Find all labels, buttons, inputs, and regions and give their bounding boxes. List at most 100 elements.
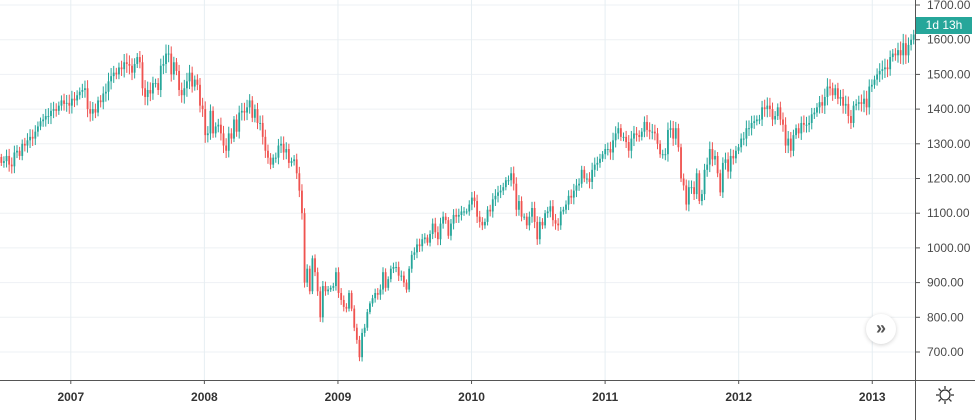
candle-body: [680, 147, 682, 179]
candle-body: [617, 128, 620, 134]
candle-down: [627, 135, 630, 158]
candle-body: [520, 201, 523, 217]
candle-up: [721, 157, 724, 198]
candle-body: [191, 72, 194, 87]
grid: [0, 0, 915, 380]
y-tick-label: 1000.00: [927, 241, 971, 255]
double-chevron-right-icon: »: [875, 318, 886, 338]
scroll-to-realtime-button[interactable]: »: [866, 314, 896, 344]
candle-down: [235, 114, 238, 137]
gear-icon[interactable]: [934, 384, 956, 406]
candle-down: [797, 123, 800, 139]
candle-body: [133, 63, 136, 73]
candle-down: [397, 261, 400, 282]
candle-down: [570, 189, 573, 205]
candle-body: [776, 107, 779, 117]
candle-up: [457, 208, 460, 223]
candle-body: [172, 62, 175, 75]
candle-up: [742, 131, 745, 146]
candle-body: [366, 312, 369, 328]
candle-body: [729, 155, 732, 172]
candle-body: [831, 88, 834, 96]
candle-body: [740, 138, 743, 148]
candle-body: [601, 154, 604, 159]
candle-body: [149, 90, 152, 94]
candle-down: [256, 102, 259, 130]
candle-down: [201, 97, 204, 117]
candle-up: [549, 200, 552, 218]
candle-body: [541, 221, 544, 226]
candle-body: [667, 129, 669, 155]
candle-up: [133, 58, 136, 79]
candle-body: [682, 178, 685, 186]
candle-up: [65, 94, 68, 112]
candle-body: [575, 185, 578, 191]
candle-up: [852, 101, 855, 128]
x-tick-label: 2011: [592, 390, 618, 404]
candle-body: [78, 91, 81, 96]
candle-up: [559, 206, 562, 230]
candle-body: [450, 223, 452, 236]
candle-down: [243, 102, 246, 121]
candle-body: [643, 121, 646, 132]
candle-up: [387, 276, 390, 291]
candle-body: [687, 187, 690, 205]
candle-up: [891, 49, 894, 62]
candle-down: [376, 288, 379, 300]
candle-body: [552, 206, 554, 221]
candle-body: [570, 195, 573, 198]
candle-body: [800, 122, 803, 134]
candle-body: [565, 204, 567, 210]
candle-down: [199, 78, 201, 113]
candle-body: [47, 116, 50, 118]
candle-up: [630, 130, 633, 159]
candle-body: [233, 119, 235, 139]
candle-body: [138, 57, 141, 63]
candle-body: [431, 223, 434, 235]
candle-body: [340, 293, 343, 300]
candle-up: [792, 129, 795, 157]
candle-down: [583, 166, 586, 183]
candle-down: [656, 127, 659, 150]
candle-down: [303, 208, 306, 288]
candle-down: [131, 58, 133, 81]
candle-body: [648, 129, 651, 132]
candle-down: [342, 295, 345, 312]
y-tick-label: 800.00: [927, 310, 964, 324]
candle-down: [557, 218, 560, 231]
candle-body: [465, 211, 468, 213]
candle-up: [206, 126, 209, 143]
candle-body: [818, 102, 821, 108]
candle-body: [876, 74, 879, 80]
candle-up: [572, 183, 575, 205]
candle-down: [860, 94, 863, 112]
candle-body: [73, 98, 76, 101]
candle-body: [625, 136, 628, 143]
candle-body: [904, 43, 907, 56]
candle-body: [350, 293, 353, 309]
candle-up: [546, 206, 549, 218]
candle-up: [52, 101, 55, 119]
candle-up: [47, 108, 50, 124]
candle-up: [523, 213, 526, 220]
candle-body: [457, 214, 460, 217]
candle-up: [758, 114, 761, 125]
candle-up: [651, 123, 654, 140]
candle-body: [102, 93, 105, 103]
candle-up: [50, 102, 52, 125]
candle-down: [444, 212, 447, 224]
candle-body: [248, 100, 251, 108]
candle-body: [635, 133, 638, 136]
candle-body: [546, 211, 549, 214]
candle-body: [165, 53, 167, 64]
candle-up: [389, 265, 392, 283]
candle-body: [768, 105, 771, 110]
candle-body: [392, 266, 395, 269]
candle-up: [26, 133, 29, 153]
candle-body: [842, 96, 845, 106]
candle-body: [711, 149, 714, 160]
candle-body: [588, 178, 591, 182]
